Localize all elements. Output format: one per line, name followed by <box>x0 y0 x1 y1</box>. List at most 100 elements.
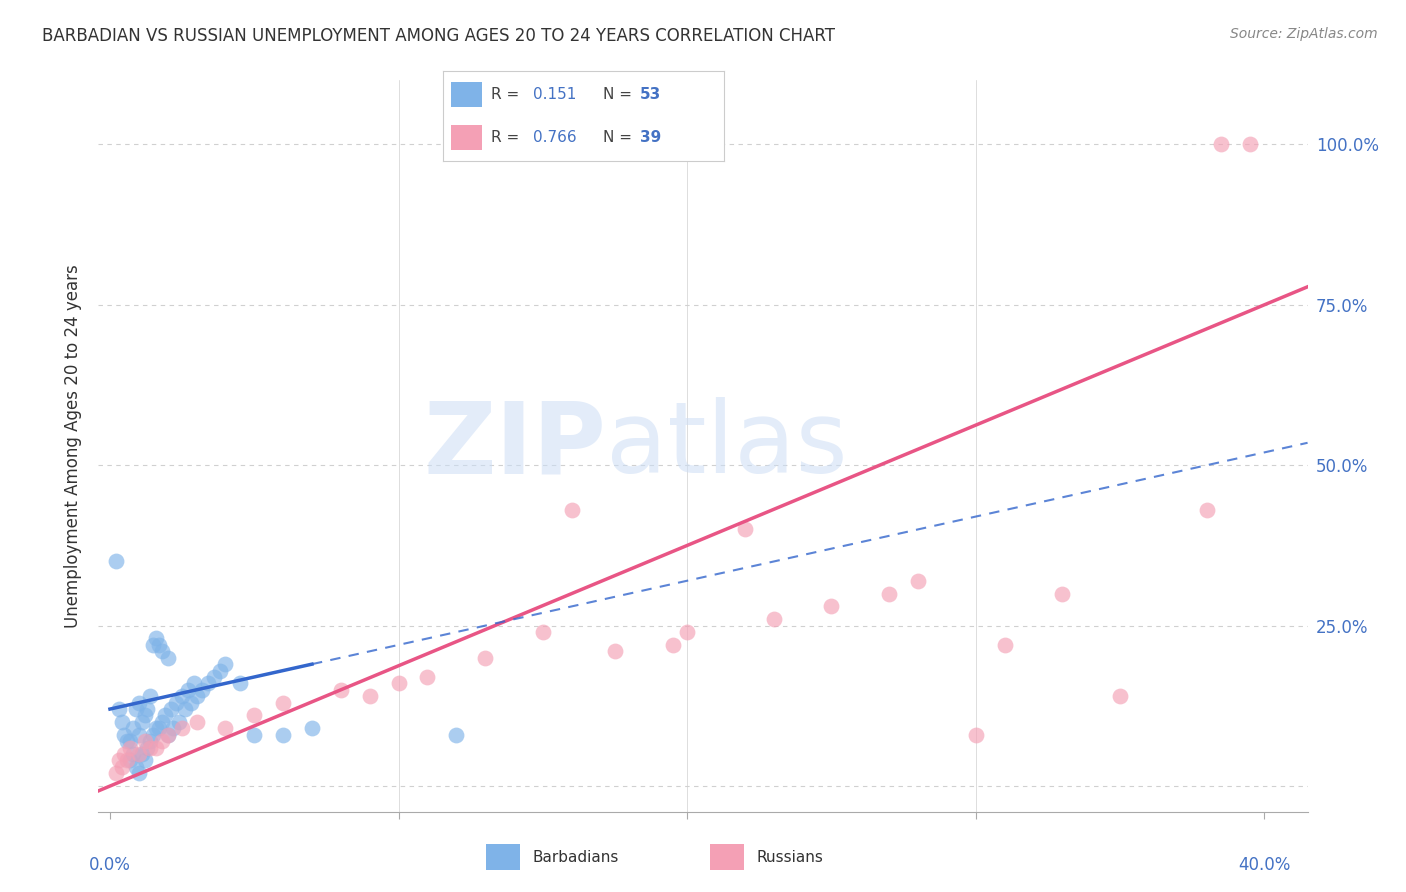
Point <box>107 702 129 716</box>
Point <box>301 721 323 735</box>
Point <box>104 554 127 568</box>
Point <box>172 690 194 704</box>
Point <box>416 670 439 684</box>
Point <box>1052 586 1074 600</box>
Point <box>139 734 162 748</box>
Text: R =: R = <box>491 87 524 102</box>
Point <box>661 638 683 652</box>
Text: atlas: atlas <box>606 398 848 494</box>
Text: 53: 53 <box>640 87 661 102</box>
Point <box>142 638 165 652</box>
Point <box>104 766 127 780</box>
Point <box>145 740 167 755</box>
Point <box>128 766 150 780</box>
Point <box>172 721 194 735</box>
Point <box>125 760 148 774</box>
Point <box>329 682 352 697</box>
Point <box>139 690 162 704</box>
Point <box>112 728 135 742</box>
Point <box>120 740 142 755</box>
Point <box>134 753 156 767</box>
Point <box>202 670 225 684</box>
Point <box>243 728 266 742</box>
Point <box>150 644 173 658</box>
Point <box>131 714 153 729</box>
Point <box>907 574 929 588</box>
Point <box>165 696 187 710</box>
Point <box>820 599 842 614</box>
Point <box>676 625 699 640</box>
Point <box>128 696 150 710</box>
Point <box>162 721 184 735</box>
Point <box>159 702 181 716</box>
Point <box>993 638 1015 652</box>
Text: Russians: Russians <box>756 850 824 864</box>
Bar <box>710 844 744 871</box>
Point <box>107 753 129 767</box>
Point <box>112 747 135 761</box>
Point <box>734 523 756 537</box>
Text: 0.0%: 0.0% <box>89 855 131 873</box>
Point <box>128 747 150 761</box>
Point <box>877 586 900 600</box>
Text: 0.151: 0.151 <box>533 87 576 102</box>
Point <box>1109 690 1132 704</box>
Text: R =: R = <box>491 130 524 145</box>
Point <box>134 708 156 723</box>
Point <box>180 696 202 710</box>
Point <box>110 714 132 729</box>
Point <box>145 721 167 735</box>
Point <box>122 721 145 735</box>
Point <box>117 753 139 767</box>
Point <box>128 728 150 742</box>
Point <box>139 740 162 755</box>
Point <box>359 690 381 704</box>
Text: N =: N = <box>603 87 637 102</box>
Text: 0.766: 0.766 <box>533 130 576 145</box>
Point <box>1239 137 1261 152</box>
Point <box>150 734 173 748</box>
Point <box>387 676 409 690</box>
Point <box>122 747 145 761</box>
Point <box>120 753 142 767</box>
Point <box>186 690 208 704</box>
Point <box>446 728 468 742</box>
Point <box>531 625 554 640</box>
Point <box>145 632 167 646</box>
Point <box>153 708 176 723</box>
Point <box>474 650 496 665</box>
Text: Barbadians: Barbadians <box>533 850 619 864</box>
Text: 39: 39 <box>640 130 661 145</box>
Point <box>120 734 142 748</box>
Text: Source: ZipAtlas.com: Source: ZipAtlas.com <box>1230 27 1378 41</box>
Text: 40.0%: 40.0% <box>1239 855 1291 873</box>
Bar <box>486 844 520 871</box>
Bar <box>451 125 482 150</box>
Point <box>229 676 252 690</box>
Text: BARBADIAN VS RUSSIAN UNEMPLOYMENT AMONG AGES 20 TO 24 YEARS CORRELATION CHART: BARBADIAN VS RUSSIAN UNEMPLOYMENT AMONG … <box>42 27 835 45</box>
Point <box>561 503 583 517</box>
Point <box>191 682 214 697</box>
Point <box>134 734 156 748</box>
Point <box>148 638 170 652</box>
Point <box>208 664 231 678</box>
Point <box>156 728 179 742</box>
Point <box>1209 137 1232 152</box>
Point <box>136 702 159 716</box>
Point <box>214 721 236 735</box>
Point <box>156 728 179 742</box>
Point <box>150 714 173 729</box>
Point <box>125 702 148 716</box>
Text: ZIP: ZIP <box>423 398 606 494</box>
Point <box>156 650 179 665</box>
Text: N =: N = <box>603 130 637 145</box>
Point <box>271 696 294 710</box>
Point <box>603 644 626 658</box>
Point <box>186 714 208 729</box>
Point <box>1195 503 1218 517</box>
Point <box>214 657 236 672</box>
Point <box>136 740 159 755</box>
Y-axis label: Unemployment Among Ages 20 to 24 years: Unemployment Among Ages 20 to 24 years <box>65 264 83 628</box>
Point <box>110 760 132 774</box>
Point <box>183 676 205 690</box>
